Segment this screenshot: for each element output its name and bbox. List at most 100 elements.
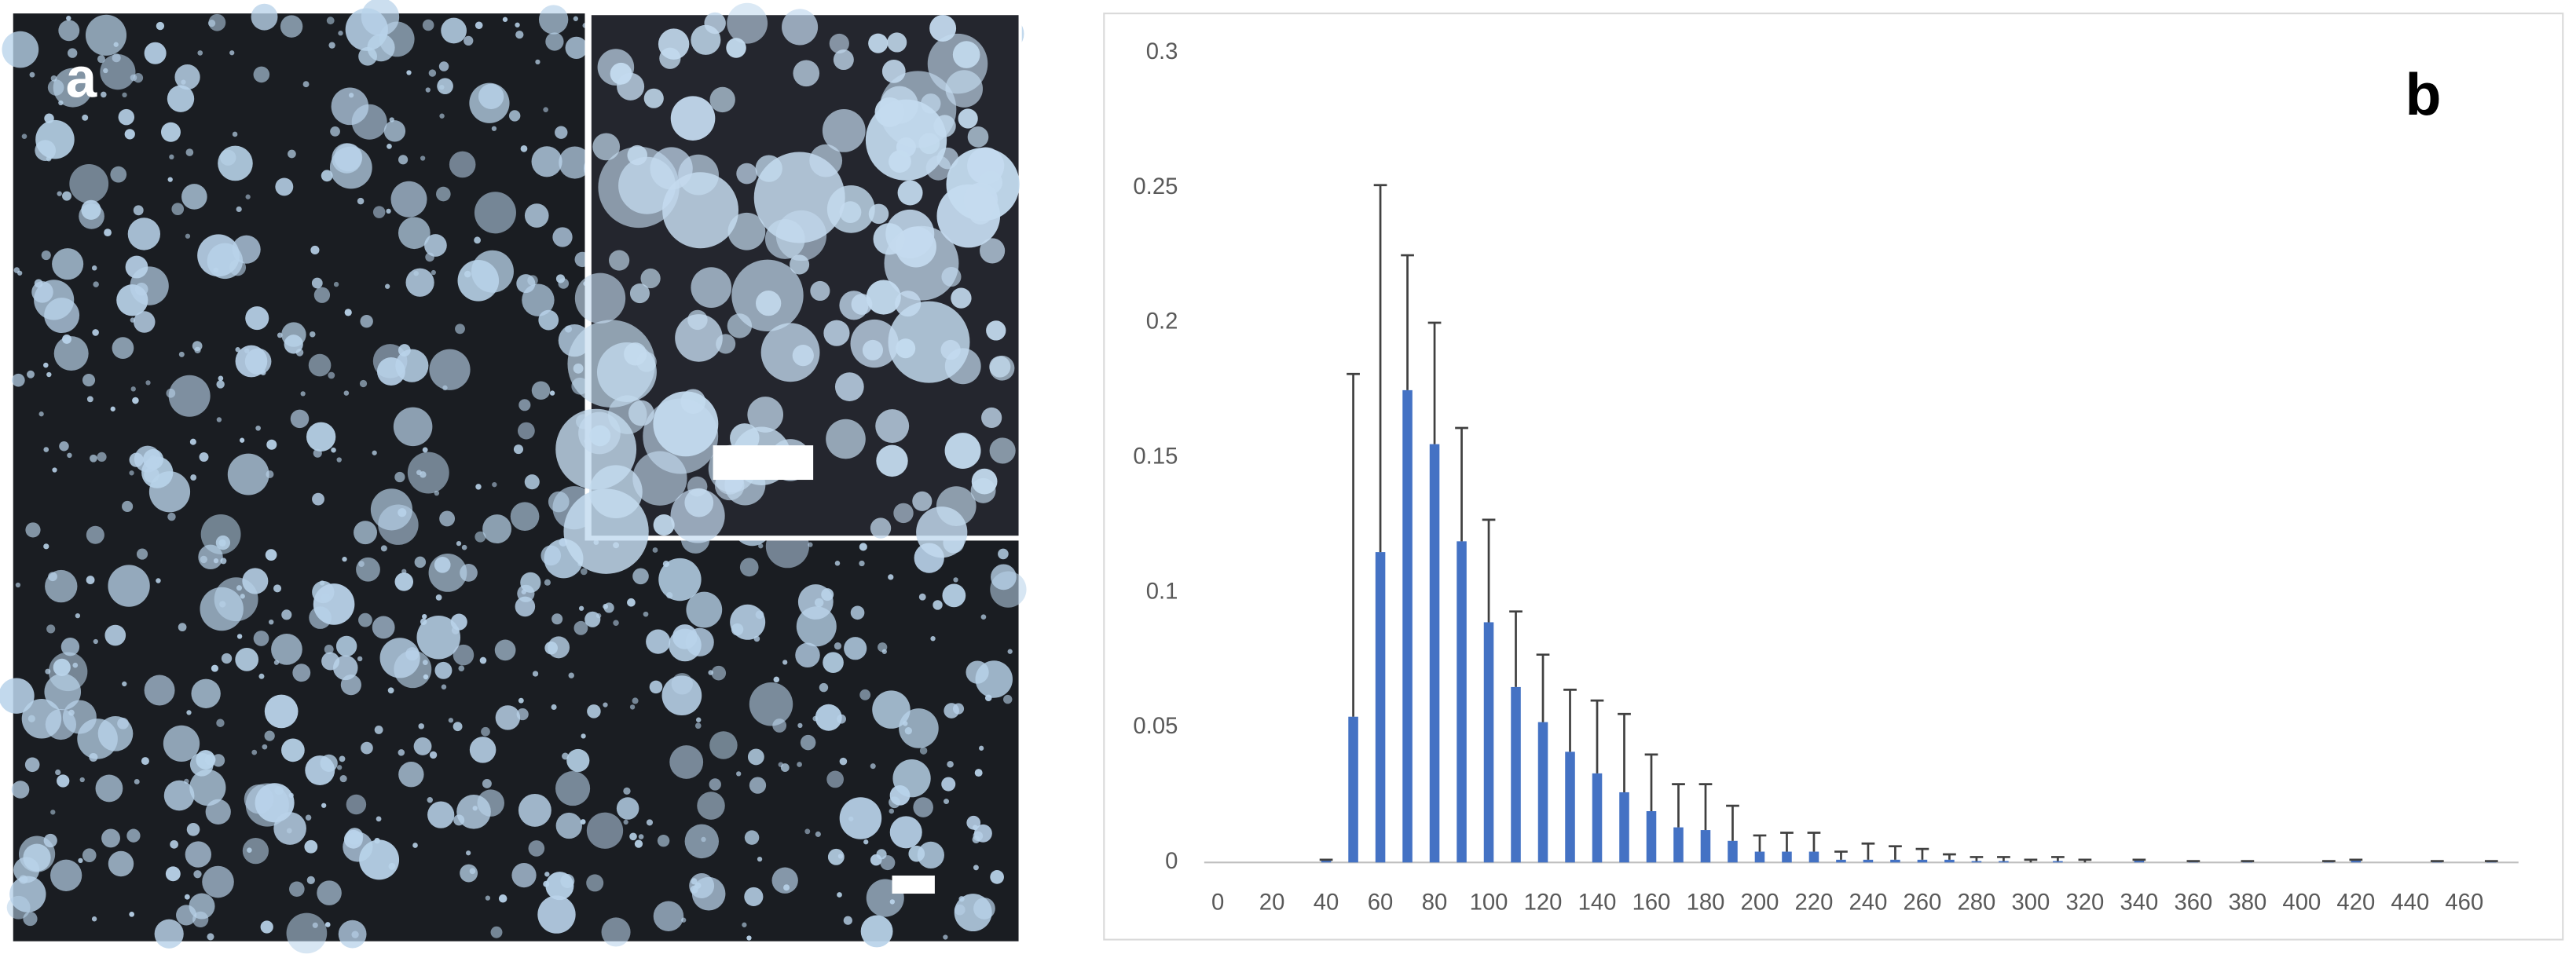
droplet	[749, 777, 767, 794]
x-tick-label: 300	[2011, 890, 2050, 915]
droplet	[66, 16, 71, 21]
droplet	[548, 491, 570, 513]
droplet	[185, 148, 194, 156]
droplet	[629, 283, 650, 304]
droplet	[398, 217, 431, 250]
droplet	[44, 673, 82, 711]
inset-droplets	[555, 2, 1020, 574]
droplet	[405, 647, 420, 661]
droplet	[863, 839, 869, 845]
droplet	[86, 576, 95, 585]
droplet	[258, 673, 265, 679]
droplet	[387, 687, 394, 694]
bar	[1673, 827, 1684, 863]
droplet	[889, 899, 896, 905]
droplet	[67, 48, 78, 58]
droplet	[587, 704, 601, 718]
droplet	[634, 839, 643, 848]
droplet	[262, 744, 268, 750]
droplet	[361, 741, 373, 755]
droplet	[192, 341, 203, 352]
droplet	[416, 615, 461, 660]
droplet	[792, 345, 814, 367]
droplet	[163, 725, 200, 762]
droplet	[586, 812, 624, 849]
droplet	[170, 839, 178, 849]
droplet	[549, 390, 555, 396]
droplet	[666, 592, 673, 599]
droplet	[196, 750, 216, 770]
droplet	[827, 848, 845, 865]
droplet	[771, 867, 798, 894]
droplet	[79, 203, 104, 229]
droplet	[144, 42, 167, 64]
droplet	[422, 613, 427, 620]
droplet	[43, 362, 49, 368]
droplet	[50, 810, 56, 815]
droplet	[436, 186, 451, 202]
droplet	[694, 722, 702, 729]
droplet	[6, 895, 31, 920]
droplet	[564, 325, 573, 333]
droplet	[662, 172, 739, 249]
droplet	[736, 163, 757, 185]
droplet	[342, 557, 347, 562]
droplet	[555, 812, 582, 839]
droplet	[144, 675, 175, 706]
droplet	[646, 819, 654, 826]
droplet	[586, 874, 604, 892]
droplet	[53, 336, 89, 371]
bar	[1700, 830, 1711, 863]
droplet	[875, 409, 910, 443]
droplet	[562, 752, 569, 760]
droplet	[513, 444, 524, 455]
droplet	[543, 880, 550, 887]
droplet	[686, 591, 723, 628]
droplet	[380, 545, 387, 552]
droplet	[531, 146, 562, 177]
droplet	[812, 715, 819, 722]
droplet	[117, 717, 129, 729]
droplet	[273, 660, 280, 665]
droplet	[691, 267, 732, 308]
droplet	[460, 564, 478, 582]
droplet	[422, 660, 428, 665]
bar	[1483, 622, 1494, 863]
droplet	[427, 801, 455, 828]
droplet	[632, 568, 649, 585]
droplet	[235, 345, 268, 378]
droplet	[156, 21, 165, 31]
bar	[1321, 859, 1332, 863]
droplet	[289, 881, 305, 898]
droplet	[859, 560, 865, 567]
bar	[1754, 851, 1765, 863]
droplet	[390, 181, 427, 218]
droplet	[320, 754, 338, 773]
droplet	[118, 108, 135, 126]
droplet	[205, 799, 231, 825]
bar	[1728, 840, 1738, 863]
droplet	[868, 33, 889, 53]
droplet	[266, 439, 277, 450]
droplet	[2, 31, 39, 68]
droplet	[300, 391, 306, 397]
droplet	[624, 342, 647, 366]
droplet	[544, 579, 551, 586]
droplet	[132, 397, 139, 404]
droplet	[208, 13, 226, 31]
droplet	[498, 894, 508, 903]
droplet	[351, 931, 359, 938]
droplet	[859, 543, 867, 551]
droplet	[834, 642, 842, 650]
droplet	[343, 829, 363, 849]
droplet	[235, 347, 240, 353]
x-tick-label: 80	[1422, 890, 1448, 915]
droplet	[156, 578, 161, 583]
x-tick-label: 440	[2391, 890, 2429, 915]
droplet	[580, 568, 588, 576]
droplet	[357, 197, 365, 205]
droplet	[559, 146, 592, 179]
bar	[1890, 859, 1900, 863]
y-tick-label: 0.05	[1133, 714, 1178, 739]
droplet	[434, 557, 451, 573]
